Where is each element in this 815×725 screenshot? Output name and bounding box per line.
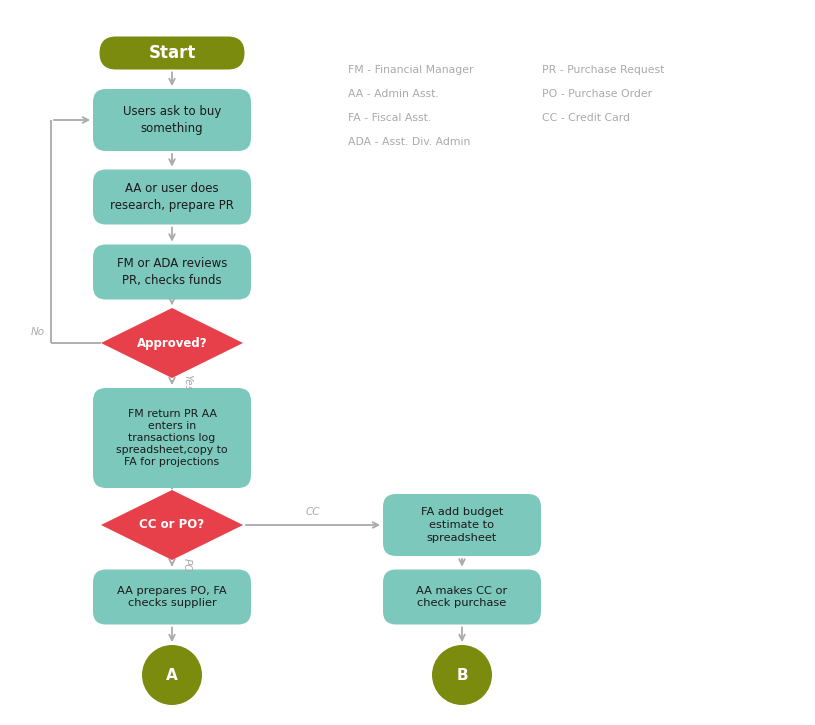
Text: ADA - Asst. Div. Admin: ADA - Asst. Div. Admin bbox=[348, 137, 470, 147]
Text: No: No bbox=[31, 327, 45, 337]
Text: CC - Credit Card: CC - Credit Card bbox=[542, 113, 630, 123]
Text: PR - Purchase Request: PR - Purchase Request bbox=[542, 65, 664, 75]
Circle shape bbox=[432, 645, 492, 705]
Polygon shape bbox=[101, 308, 243, 378]
Text: Approved?: Approved? bbox=[137, 336, 207, 349]
Text: FA add budget
estimate to
spreadsheet: FA add budget estimate to spreadsheet bbox=[421, 507, 503, 543]
Text: Users ask to buy
something: Users ask to buy something bbox=[123, 105, 221, 135]
FancyBboxPatch shape bbox=[93, 388, 251, 488]
Circle shape bbox=[142, 645, 202, 705]
FancyBboxPatch shape bbox=[93, 170, 251, 225]
Text: AA prepares PO, FA
checks supplier: AA prepares PO, FA checks supplier bbox=[117, 586, 227, 608]
FancyBboxPatch shape bbox=[383, 570, 541, 624]
FancyBboxPatch shape bbox=[93, 89, 251, 151]
Text: FA - Fiscal Asst.: FA - Fiscal Asst. bbox=[348, 113, 431, 123]
Text: FM - Financial Manager: FM - Financial Manager bbox=[348, 65, 474, 75]
Text: AA - Admin Asst.: AA - Admin Asst. bbox=[348, 89, 438, 99]
Text: A: A bbox=[166, 668, 178, 682]
Text: CC or PO?: CC or PO? bbox=[139, 518, 205, 531]
Text: PO - Purchase Order: PO - Purchase Order bbox=[542, 89, 652, 99]
Text: FM or ADA reviews
PR, checks funds: FM or ADA reviews PR, checks funds bbox=[117, 257, 227, 287]
Text: PO: PO bbox=[182, 558, 192, 572]
Text: AA makes CC or
check purchase: AA makes CC or check purchase bbox=[416, 586, 508, 608]
Text: CC: CC bbox=[306, 507, 320, 517]
Text: Start: Start bbox=[148, 44, 196, 62]
Text: FM return PR AA
enters in
transactions log
spreadsheet,copy to
FA for projection: FM return PR AA enters in transactions l… bbox=[117, 409, 228, 467]
Text: Yes: Yes bbox=[182, 375, 192, 392]
FancyBboxPatch shape bbox=[93, 570, 251, 624]
FancyBboxPatch shape bbox=[99, 36, 244, 70]
Polygon shape bbox=[101, 490, 243, 560]
Text: AA or user does
research, prepare PR: AA or user does research, prepare PR bbox=[110, 182, 234, 212]
Text: B: B bbox=[456, 668, 468, 682]
FancyBboxPatch shape bbox=[383, 494, 541, 556]
FancyBboxPatch shape bbox=[93, 244, 251, 299]
